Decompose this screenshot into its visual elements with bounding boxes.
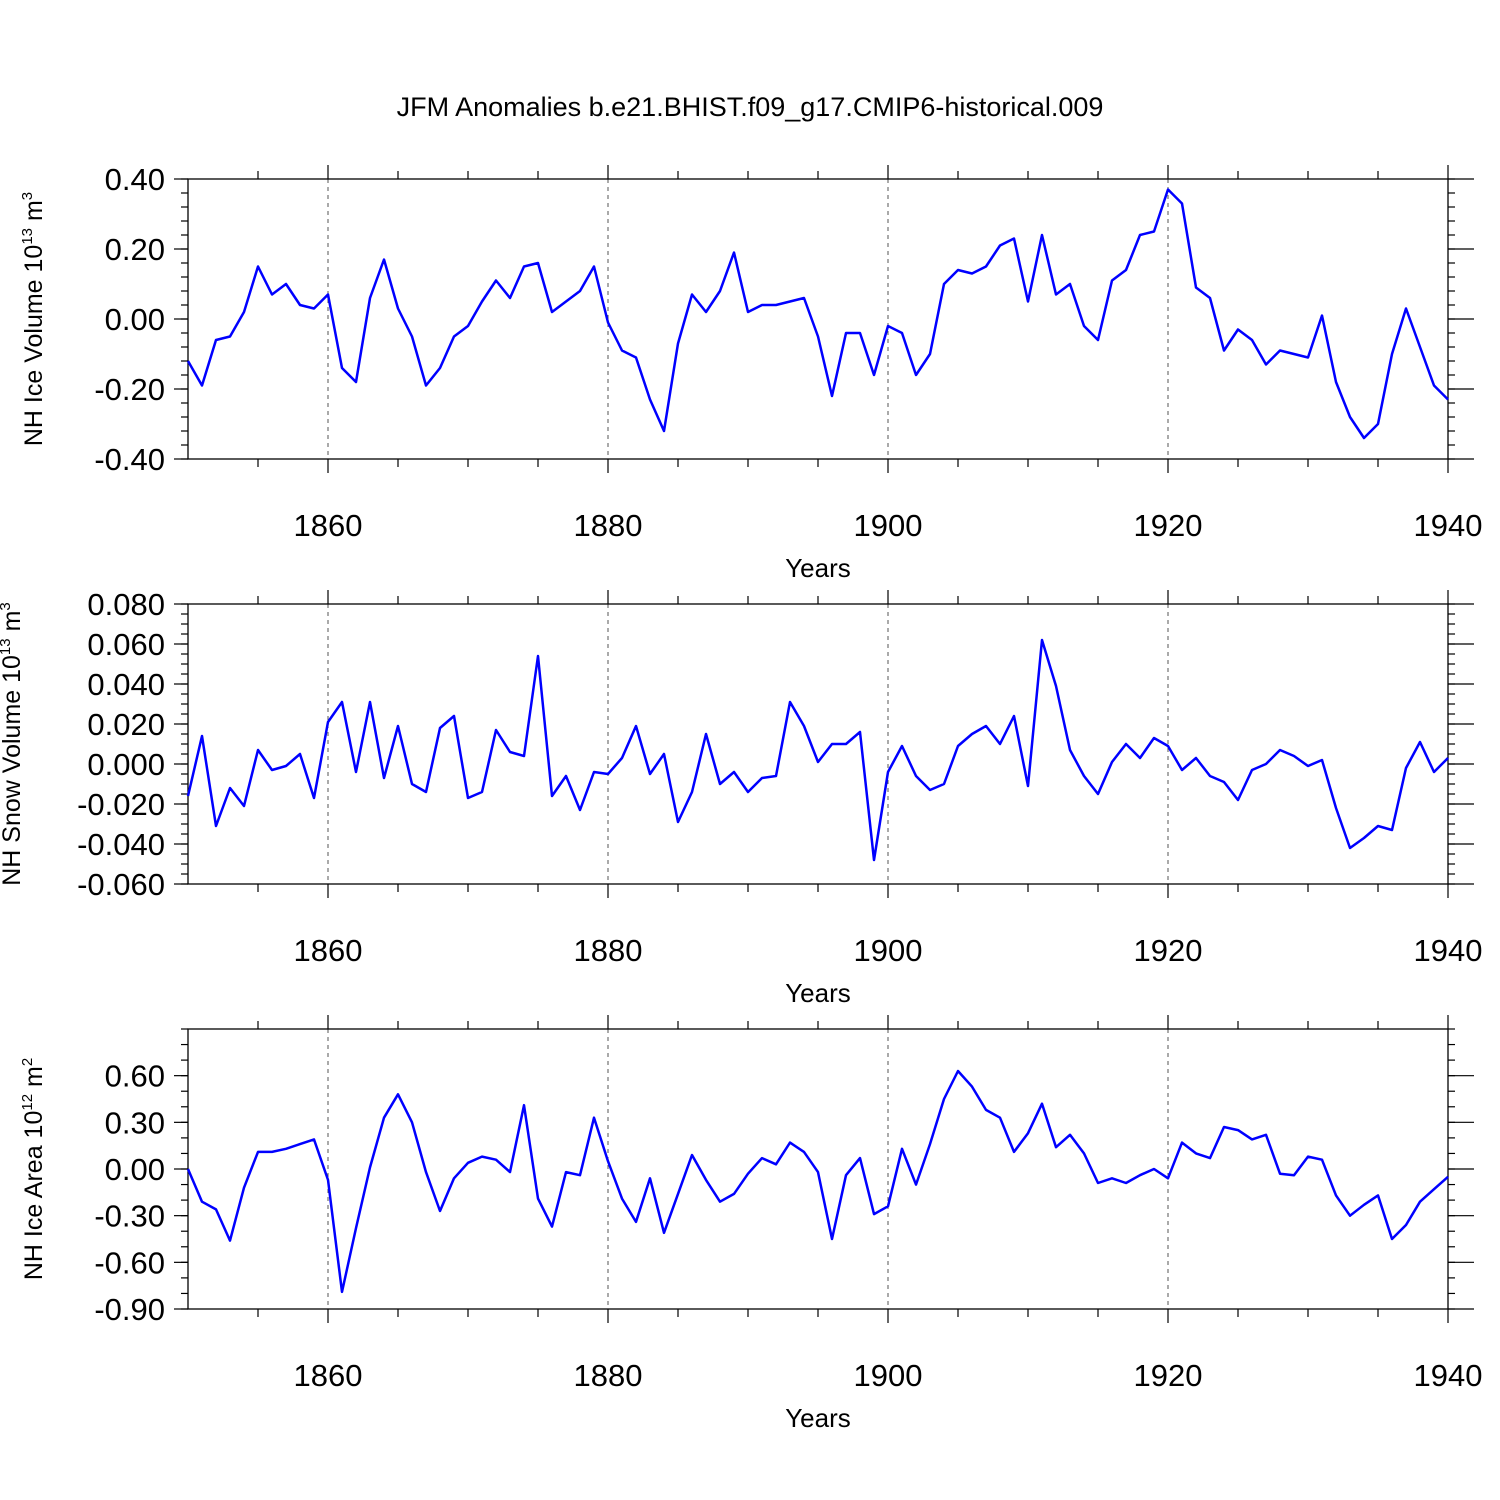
- y-tick-label: -0.40: [94, 442, 165, 477]
- x-tick-label: 1880: [574, 933, 643, 968]
- x-tick-label: 1920: [1134, 1358, 1203, 1393]
- y-tick-label: 0.000: [87, 747, 165, 782]
- y-tick-label: 0.60: [105, 1059, 165, 1094]
- y-tick-label: -0.020: [77, 787, 165, 822]
- snow-volume-y-tick-labels: -0.060 -0.040 -0.020 0.000 0.020 0.040 0.060 0.…: [77, 587, 165, 902]
- x-tick-label: 1880: [574, 1358, 643, 1393]
- x-tick-label: 1860: [294, 1358, 363, 1393]
- ice-area-y-axis-label: NH Ice Area 1012 m2: [19, 1058, 48, 1280]
- chart-title: JFM Anomalies b.e21.BHIST.f09_g17.CMIP6-…: [397, 92, 1104, 122]
- y-tick-label: 0.00: [105, 302, 165, 337]
- y-tick-label: -0.90: [94, 1292, 165, 1327]
- x-tick-label: 1940: [1414, 1358, 1483, 1393]
- y-tick-label: -0.060: [77, 867, 165, 902]
- snow-volume-plot-frame: [187, 603, 1449, 885]
- ice-volume-x-axis-label: Years: [785, 553, 851, 583]
- x-tick-label: 1860: [294, 508, 363, 543]
- ice-volume-plot-frame: [187, 178, 1449, 460]
- ice-volume-x-tick-labels: 1860 1880 1900 1920 1940: [294, 508, 1483, 543]
- x-tick-label: 1860: [294, 933, 363, 968]
- x-tick-label: 1900: [854, 508, 923, 543]
- ice-area-y-tick-labels: -0.90 -0.60 -0.30 0.00 0.30 0.60: [94, 1059, 165, 1327]
- ice-area-panel: -0.90 -0.60 -0.30 0.00 0.30 0.60 1860 1880 1900…: [19, 1015, 1482, 1433]
- y-tick-label: 0.30: [105, 1105, 165, 1140]
- ice-area-x-tick-labels: 1860 1880 1900 1920 1940: [294, 1358, 1483, 1393]
- x-tick-label: 1940: [1414, 933, 1483, 968]
- snow-volume-x-axis-label: Years: [785, 978, 851, 1008]
- y-tick-label: 0.060: [87, 627, 165, 662]
- ice-area-series-line: [186, 1069, 1449, 1294]
- x-tick-label: 1880: [574, 508, 643, 543]
- ice-area-gridlines: [327, 1029, 1169, 1309]
- y-tick-label: 0.080: [87, 587, 165, 622]
- x-tick-label: 1900: [854, 933, 923, 968]
- y-tick-label: -0.60: [94, 1245, 165, 1280]
- y-tick-label: 0.40: [105, 162, 165, 197]
- y-tick-label: -0.040: [77, 827, 165, 862]
- x-tick-label: 1920: [1134, 933, 1203, 968]
- x-tick-label: 1940: [1414, 508, 1483, 543]
- y-tick-label: 0.040: [87, 667, 165, 702]
- y-tick-label: 0.20: [105, 232, 165, 267]
- ice-volume-panel: -0.40-0.200.000.200.40 1860 1880 1900 1920 1…: [19, 162, 1482, 583]
- y-tick-label: 0.020: [87, 707, 165, 742]
- y-tick-label: 0.00: [105, 1152, 165, 1187]
- ice-volume-ticks: [174, 165, 1474, 473]
- snow-volume-ticks: [174, 590, 1474, 898]
- snow-volume-y-axis-label: NH Snow Volume 1013 m3: [0, 602, 26, 886]
- ice-area-x-axis-label: Years: [785, 1403, 851, 1433]
- ice-volume-gridlines: [327, 179, 1169, 459]
- snow-volume-panel: -0.060 -0.040 -0.020 0.000 0.020 0.040 0.060 0.…: [0, 587, 1482, 1008]
- snow-volume-x-tick-labels: 1860 1880 1900 1920 1940: [294, 933, 1483, 968]
- snow-volume-series-line: [186, 638, 1449, 862]
- x-tick-label: 1900: [854, 1358, 923, 1393]
- ice-volume-y-axis-label: NH Ice Volume 1013 m3: [19, 192, 48, 446]
- y-tick-label: -0.20: [94, 372, 165, 407]
- x-tick-label: 1920: [1134, 508, 1203, 543]
- y-tick-label: -0.30: [94, 1199, 165, 1234]
- ice-area-ticks: [174, 1015, 1474, 1323]
- ice-volume-series-line: [186, 188, 1449, 440]
- ice-volume-y-tick-labels: -0.40 -0.20 0.00 0.20 0.40: [94, 162, 165, 477]
- ice-area-plot-frame: [187, 1028, 1449, 1310]
- snow-volume-gridlines: [327, 604, 1169, 884]
